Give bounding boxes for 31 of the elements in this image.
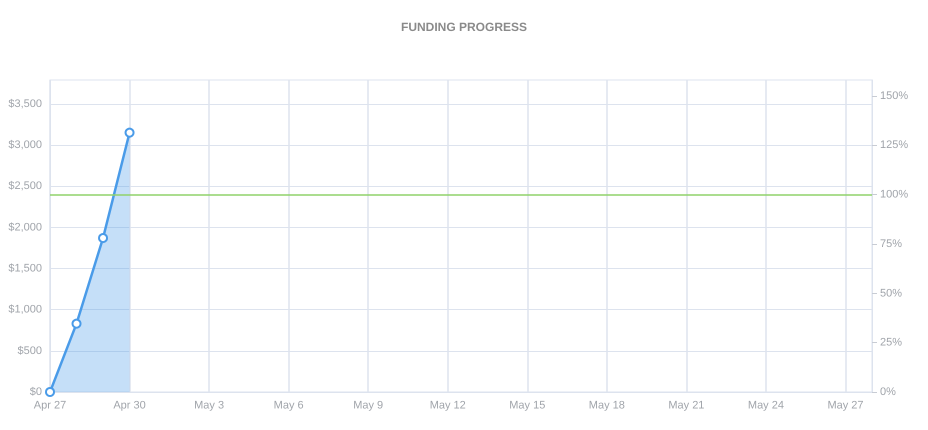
x-tick-label: Apr 30 <box>113 400 146 412</box>
point <box>124 128 135 138</box>
chart-title: FUNDING PROGRESS <box>400 20 528 34</box>
x-tick-label: May 12 <box>430 400 466 412</box>
y2-tick-label: 125% <box>880 139 908 152</box>
y2-tick-label: 150% <box>880 90 908 102</box>
x-tick-label: May 6 <box>274 400 304 412</box>
x-tick-label: May 27 <box>827 400 864 412</box>
point <box>98 233 108 244</box>
point <box>72 318 82 329</box>
y2-tick-label: 50% <box>880 287 902 300</box>
y-tick-label: $1,500 <box>8 262 42 275</box>
y-tick-label: $0 <box>30 386 42 398</box>
x-tick-label: May 3 <box>194 400 224 412</box>
y-tick-label: $2,000 <box>8 221 42 234</box>
x-tick-label: May 15 <box>509 400 546 412</box>
y2-tick-label: 75% <box>880 238 902 250</box>
y2-tick-label: 25% <box>880 336 902 349</box>
x-tick-label: May 21 <box>668 400 704 412</box>
y-tick-label: $2,500 <box>8 180 42 192</box>
x-tick-label: May 18 <box>588 400 625 412</box>
y-tick-label: $500 <box>18 344 42 357</box>
point <box>45 387 55 397</box>
y2-tick-label: 0% <box>880 386 896 398</box>
x-tick-label: May 24 <box>748 400 784 412</box>
y-tick-label: $3,500 <box>8 98 42 110</box>
y2-tick-label: 100% <box>880 188 908 201</box>
x-tick-label: Apr 27 <box>34 400 66 412</box>
x-tick-label: May 9 <box>353 400 384 412</box>
y-tick-label: $1,000 <box>8 304 42 316</box>
y-tick-label: $3,000 <box>8 139 42 152</box>
